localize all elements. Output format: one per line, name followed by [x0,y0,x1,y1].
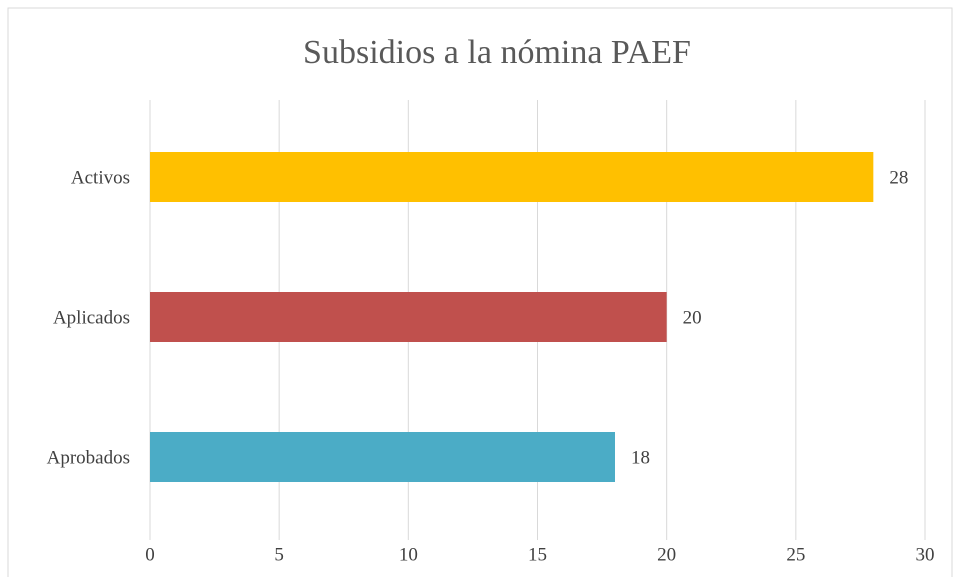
x-tick-label: 0 [145,544,155,565]
data-label: 18 [631,447,650,468]
x-tick-label: 5 [274,544,284,565]
x-tick-label: 25 [786,544,805,565]
data-label: 20 [683,307,702,328]
x-tick-label: 10 [399,544,418,565]
x-tick-label: 20 [657,544,676,565]
x-tick-label: 15 [528,544,547,565]
bar [150,152,874,202]
bar [150,432,615,482]
y-tick-label: Activos [71,167,130,188]
y-tick-label: Aprobados [47,447,130,468]
x-tick-label: 30 [916,544,935,565]
data-label: 28 [889,167,908,188]
y-tick-label: Aplicados [53,307,130,328]
bar [150,292,667,342]
chart-title: Subsidios a la nómina PAEF [303,34,691,71]
